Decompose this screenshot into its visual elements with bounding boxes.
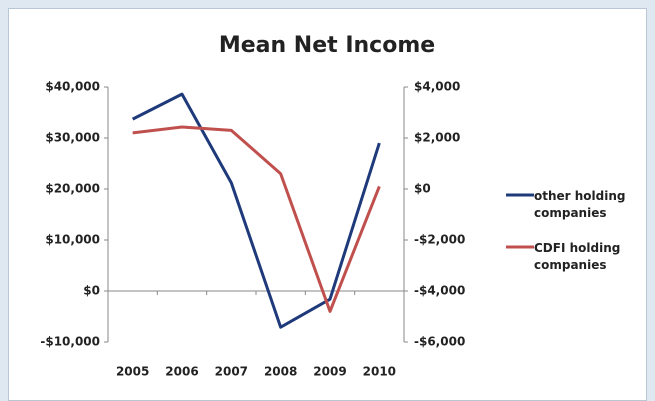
chart-title: Mean Net Income	[219, 33, 435, 58]
y-tick-label: -$10,000	[40, 335, 100, 349]
x-tick-label: 2010	[363, 365, 396, 379]
y2-tick-label: $2,000	[414, 131, 460, 145]
line-series	[131, 92, 381, 329]
legend-label: other holding companies	[534, 189, 626, 220]
y2-tick-label: -$6,000	[414, 335, 465, 349]
y2-tick-label: $4,000	[414, 80, 460, 94]
line-series	[132, 125, 381, 313]
y-tick-label: $0	[83, 284, 100, 298]
x-tick-label: 2005	[116, 365, 149, 379]
y2-tick-label: -$4,000	[414, 284, 465, 298]
x-tick-label: 2008	[264, 365, 297, 379]
legend-label: CDFI holding companies	[534, 241, 621, 272]
y-tick-label: $40,000	[45, 80, 100, 94]
y-tick-label: $30,000	[45, 131, 100, 145]
y-tick-label: $10,000	[45, 233, 100, 247]
x-tick-label: 2007	[215, 365, 248, 379]
y2-tick-label: $0	[414, 182, 431, 196]
y2-tick-label: -$2,000	[414, 233, 465, 247]
x-tick-label: 2006	[165, 365, 198, 379]
y-tick-label: $20,000	[45, 182, 100, 196]
x-tick-label: 2009	[313, 365, 346, 379]
chart-frame	[8, 8, 647, 401]
